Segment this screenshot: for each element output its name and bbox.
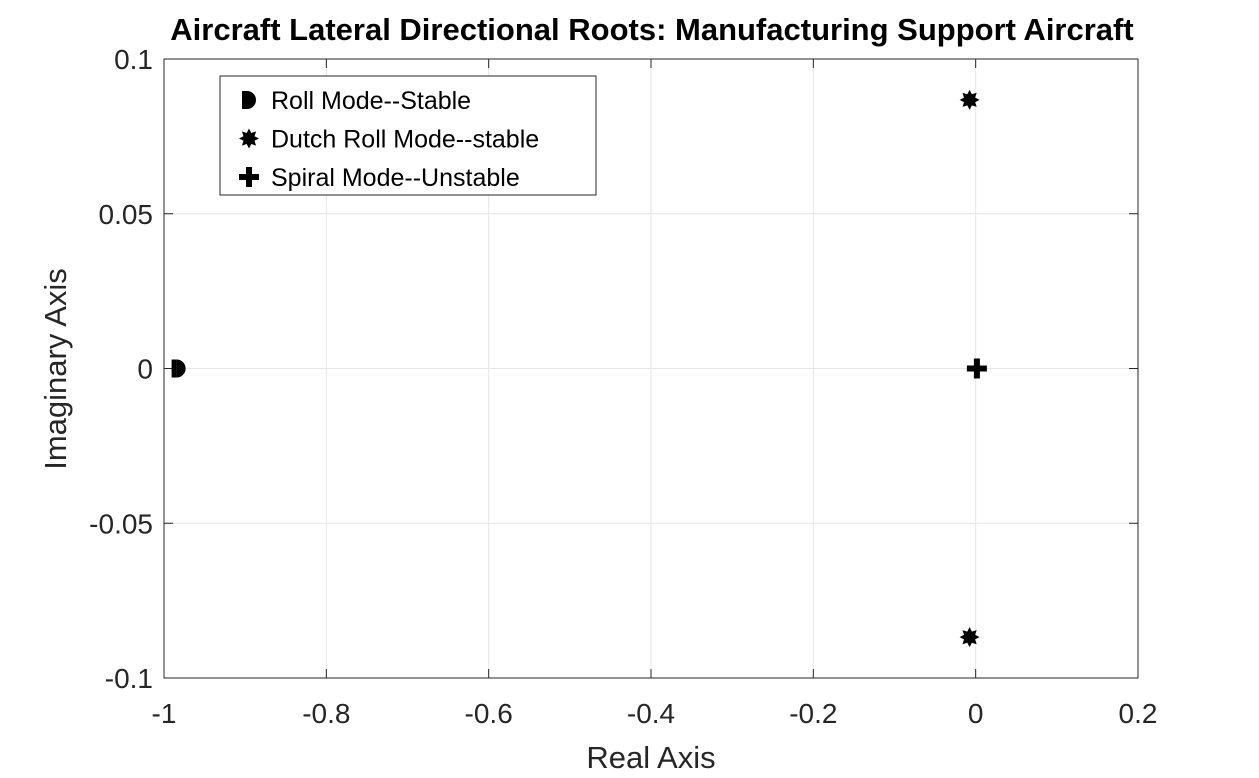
y-tick-label: -0.05 <box>89 508 153 539</box>
legend: Roll Mode--Stable Dutch Roll Mode--stable… <box>219 75 597 196</box>
x-axis-label: Real Axis <box>586 740 715 775</box>
axis-ticks: -1 -0.8 -0.6 -0.4 -0.2 0 0.2 -0.1 -0.05 0 0.05 0.1 <box>89 44 1157 729</box>
x-tick-label: -0.2 <box>789 698 837 729</box>
x-tick-label: -0.6 <box>465 698 513 729</box>
y-axis-label: Imaginary Axis <box>38 268 73 470</box>
legend-label: Spiral Mode--Unstable <box>271 164 520 192</box>
legend-box <box>219 75 597 196</box>
data-point-burst <box>959 89 980 110</box>
data-point-half-circle <box>171 359 186 378</box>
legend-marker-burst <box>239 128 259 149</box>
chart-title: Aircraft Lateral Directional Roots: Manu… <box>170 12 1133 47</box>
y-tick-label: 0.05 <box>99 199 154 230</box>
x-tick-label: -1 <box>152 698 177 729</box>
x-tick-label: -0.8 <box>302 698 350 729</box>
data-point-plus <box>966 358 987 379</box>
y-tick-label: -0.1 <box>105 663 153 694</box>
data-point-burst <box>959 627 980 648</box>
y-tick-label: 0 <box>137 354 153 385</box>
legend-marker-half-circle <box>242 91 256 109</box>
legend-label: Dutch Roll Mode--stable <box>271 126 539 154</box>
x-tick-label: 0 <box>968 698 984 729</box>
x-tick-label: 0.2 <box>1119 698 1158 729</box>
y-tick-label: 0.1 <box>114 44 153 75</box>
legend-label: Roll Mode--Stable <box>271 87 471 115</box>
data-markers <box>171 89 987 648</box>
x-tick-label: -0.4 <box>627 698 675 729</box>
legend-marker-plus <box>239 167 259 187</box>
